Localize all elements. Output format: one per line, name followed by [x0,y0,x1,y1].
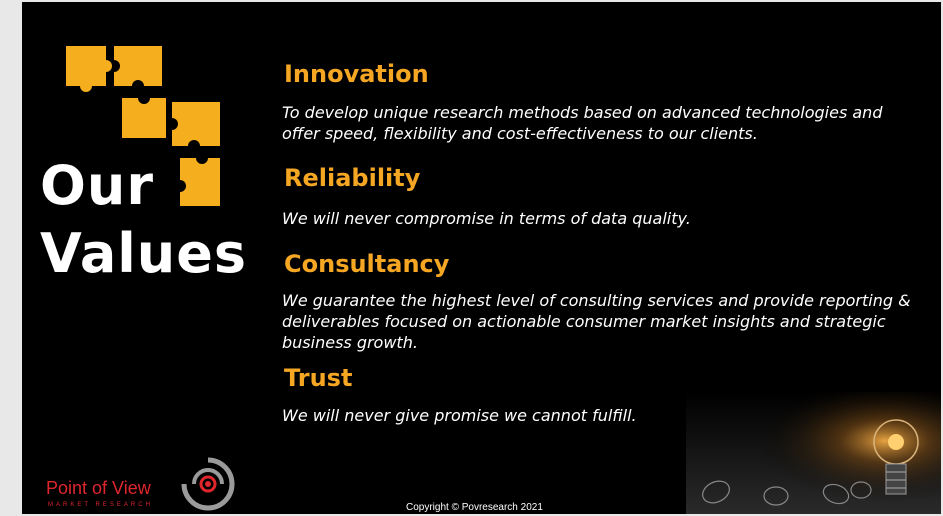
logo-name: Point of View [46,478,151,498]
page-title: Our Values [40,152,247,288]
title-line-our: Our [40,154,154,217]
value-heading-innovation: Innovation [284,60,429,88]
value-text-trust: We will never give promise we cannot ful… [282,406,637,425]
title-line-values: Values [40,222,247,285]
point-of-view-logo: Point of View MARKET RESEARCH [46,456,235,512]
copyright-text: Copyright © Povresearch 2021 [406,502,543,513]
value-heading-consultancy: Consultancy [284,250,450,278]
value-text-innovation: To develop unique research methods based… [282,103,883,143]
logo-subtitle: MARKET RESEARCH [48,502,153,508]
light-bulbs-image [686,392,941,514]
target-logo-icon [181,457,235,511]
value-heading-trust: Trust [284,364,353,392]
puzzle-pieces-icon [66,46,220,206]
value-text-consultancy: We guarantee the highest level of consul… [282,291,911,352]
slide: Our Values Innovation To develop unique … [22,2,941,514]
value-heading-reliability: Reliability [284,164,421,192]
value-text-reliability: We will never compromise in terms of dat… [282,209,691,228]
